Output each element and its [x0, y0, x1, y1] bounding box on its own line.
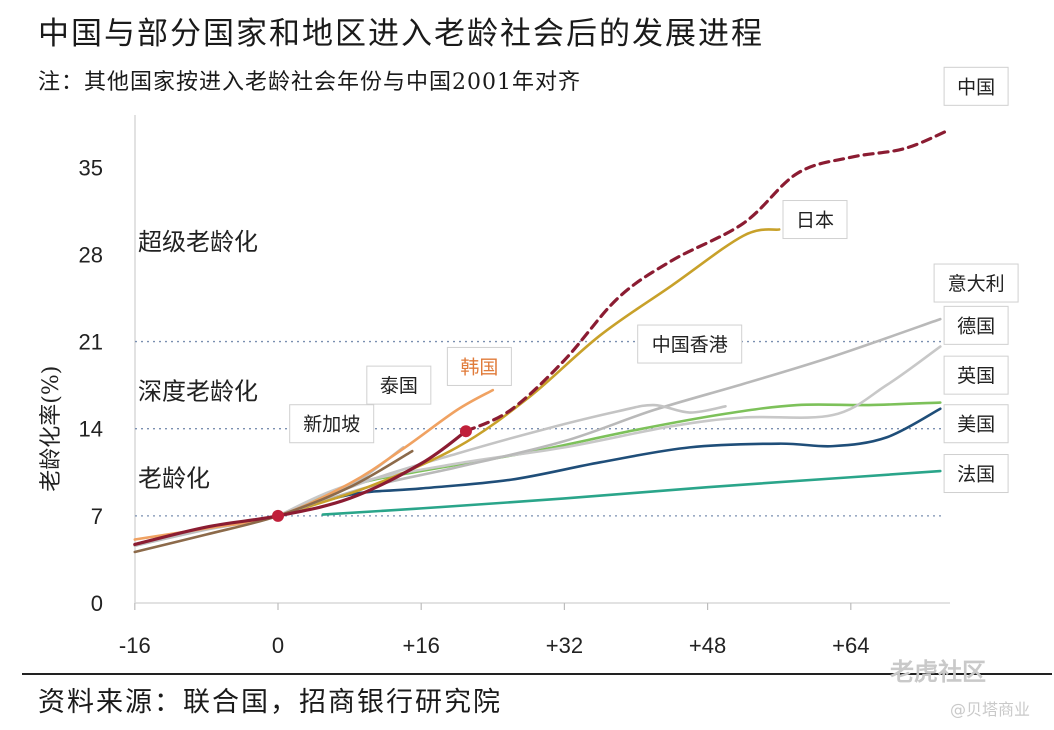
- x-tick-label: +48: [689, 633, 726, 658]
- series-line-日本: [276, 228, 781, 518]
- series-line-法国: [321, 469, 942, 516]
- series-callout: 新加坡: [289, 404, 375, 444]
- source-note: 资料来源：联合国，招商银行研究院: [38, 687, 502, 718]
- x-tick-label: +16: [403, 633, 440, 658]
- series-line-英国: [276, 401, 942, 518]
- callout-box: [943, 454, 1009, 494]
- series-callout: 中国香港: [637, 324, 743, 364]
- data-marker: [459, 425, 472, 438]
- y-tick-label: 28: [79, 242, 103, 267]
- series-callout: 英国: [943, 355, 1009, 395]
- callout-box: [943, 404, 1009, 444]
- series-line-中国: [464, 128, 951, 433]
- callout-label: 德国: [957, 315, 995, 337]
- x-tick-label: +64: [832, 633, 869, 658]
- y-tick-label: 14: [79, 417, 103, 442]
- callout-label: 新加坡: [303, 414, 360, 436]
- callout-box: [446, 346, 512, 386]
- callout-box: [366, 365, 432, 405]
- series-callout: 法国: [943, 454, 1009, 494]
- series-line-中国香港: [276, 403, 727, 518]
- series-callout: 美国: [943, 404, 1009, 444]
- callout-label: 泰国: [380, 375, 418, 397]
- data-marker: [272, 509, 284, 522]
- series-line-泰国: [133, 446, 405, 548]
- x-tick-label: 0: [272, 633, 284, 658]
- chart-title: 中国与部分国家和地区进入老龄社会后的发展进程: [38, 16, 764, 52]
- series-line-美国: [276, 407, 942, 518]
- callout-box: [289, 404, 375, 444]
- callout-label: 日本: [796, 210, 834, 232]
- series-callout: 韩国: [446, 346, 512, 386]
- zone-label: 深度老龄化: [138, 377, 258, 405]
- callout-label: 韩国: [460, 356, 498, 378]
- divider: [22, 673, 1052, 675]
- callout-label: 英国: [957, 365, 995, 387]
- watermark-text: @贝塔商业: [950, 700, 1031, 719]
- series-callout: 泰国: [366, 365, 432, 405]
- callout-label: 中国: [957, 76, 995, 98]
- callout-box: [637, 324, 743, 364]
- callout-box: [933, 263, 1019, 303]
- callout-box: [943, 66, 1009, 106]
- zone-label: 老龄化: [138, 465, 210, 493]
- y-tick-label: 0: [91, 591, 103, 616]
- zone-label: 超级老龄化: [138, 228, 258, 256]
- callout-box: [782, 200, 848, 240]
- y-tick-label: 21: [79, 330, 103, 355]
- callout-box: [943, 355, 1009, 395]
- callout-box: [943, 305, 1009, 345]
- series-line-中国: [133, 429, 468, 547]
- x-tick-label: -16: [119, 633, 151, 658]
- callout-label: 法国: [957, 464, 995, 486]
- x-tick-label: +32: [546, 633, 583, 658]
- series-callout: 中国: [943, 66, 1009, 106]
- y-tick-label: 35: [79, 155, 103, 180]
- chart-subtitle: 注：其他国家按进入老龄社会年份与中国2001年对齐: [38, 70, 581, 95]
- watermark-logo: 老虎社区: [890, 658, 986, 686]
- callout-label: 意大利: [948, 273, 1005, 295]
- y-tick-label: 7: [91, 504, 103, 529]
- callout-label: 中国香港: [652, 334, 728, 356]
- callout-label: 美国: [957, 414, 995, 436]
- series-callout: 意大利: [933, 263, 1019, 303]
- series-callout: 日本: [782, 200, 848, 240]
- line-chart: -16 0 +16 +32 +48 +64 0 7 14 21 28 35 老龄化率(%) 超级老龄化深度…: [39, 66, 1019, 658]
- series-callout: 德国: [943, 305, 1009, 345]
- y-axis-label: 老龄化率(%): [39, 366, 64, 492]
